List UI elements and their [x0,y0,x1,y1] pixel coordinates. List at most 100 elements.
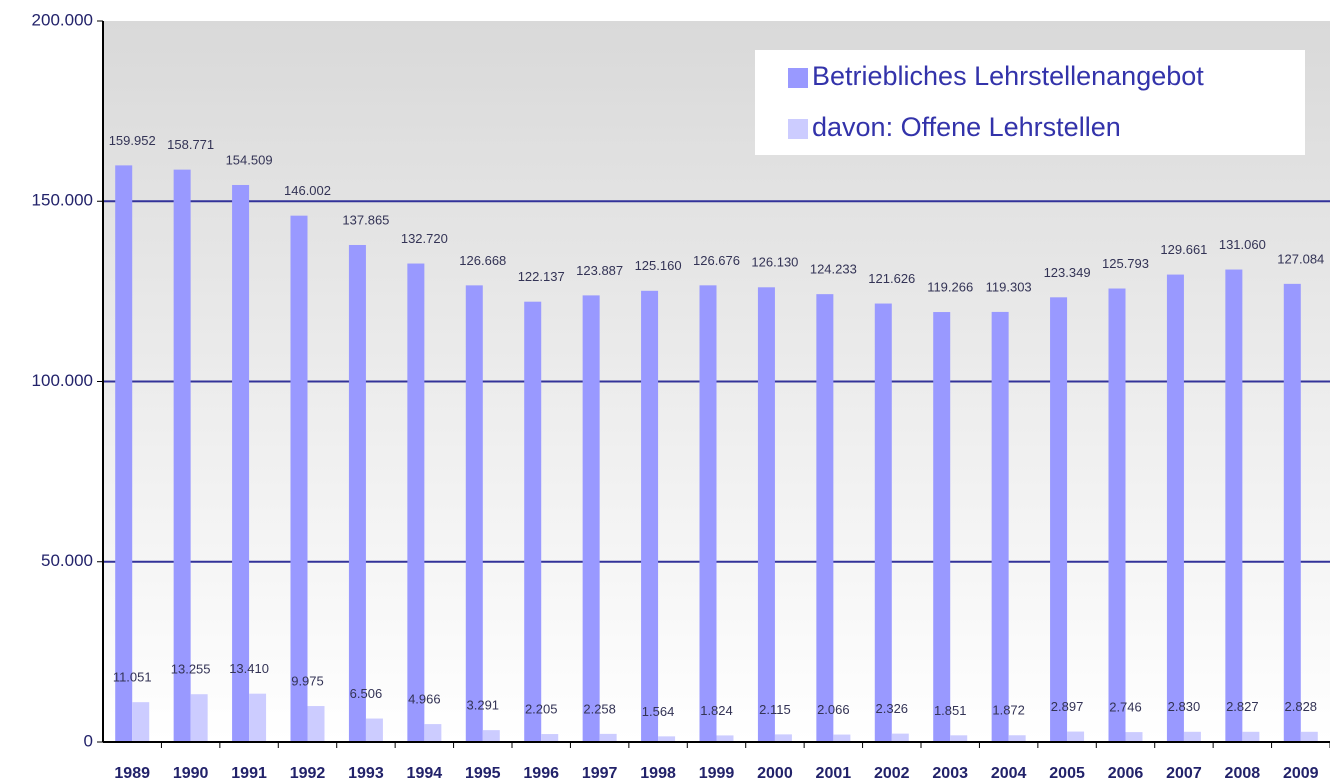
x-tick-label: 1999 [699,765,735,782]
data-label: 2.205 [525,701,558,716]
data-label: 2.115 [759,702,791,717]
x-tick-label: 1991 [231,765,267,782]
y-tick-label: 200.000 [32,10,93,29]
bar [115,165,133,742]
x-tick-label: 2005 [1049,765,1085,782]
bar [833,734,851,742]
data-label: 127.084 [1277,251,1324,266]
x-tick-label: 2009 [1283,765,1319,782]
data-label: 1.851 [934,703,967,718]
data-label: 11.051 [113,670,152,685]
x-tick-label: 1998 [640,765,676,782]
y-tick-label: 100.000 [32,371,93,390]
x-tick-label: 1989 [114,765,150,782]
legend-label: Betriebliches Lehrstellenangebot [812,61,1204,91]
bar [1283,283,1301,742]
data-label: 123.349 [1044,265,1091,280]
data-label: 123.887 [576,263,623,278]
data-label: 3.291 [467,698,500,713]
bar [190,694,208,742]
y-tick-label: 0 [84,731,93,750]
x-tick-label: 1994 [407,765,443,782]
bar [774,734,792,742]
x-tick-label: 1997 [582,765,618,782]
data-label: 126.130 [751,255,798,270]
data-label: 1.564 [642,704,675,719]
bar [482,730,500,742]
x-tick-label: 1995 [465,765,501,782]
bar [232,184,250,742]
x-tick-label: 2003 [932,765,968,782]
data-label: 121.626 [868,271,915,286]
data-label: 6.506 [350,686,383,701]
data-label: 2.066 [817,702,850,717]
x-tick-label: 2007 [1166,765,1202,782]
bar [1300,731,1318,742]
data-label: 126.676 [693,253,740,268]
bar [950,735,968,742]
bar [891,733,909,742]
data-label: 126.668 [459,253,506,268]
bar [173,169,191,742]
bar [582,295,600,742]
x-tick-label: 1996 [523,765,559,782]
bar [991,311,1009,742]
y-tick-label: 50.000 [41,551,93,570]
bar [1183,731,1201,742]
bar [524,301,542,742]
bar [1166,274,1184,742]
bar [816,294,834,742]
data-label: 2.746 [1109,700,1142,715]
data-label: 13.255 [171,662,211,677]
legend-swatch [788,119,808,139]
bar [658,736,676,742]
data-label: 132.720 [401,231,448,246]
data-label: 137.865 [342,212,389,227]
x-tick-label: 2008 [1225,765,1261,782]
legend-label: davon: Offene Lehrstellen [812,112,1121,142]
data-label: 125.793 [1102,256,1149,271]
bar [290,215,308,743]
data-label: 158.771 [167,137,214,152]
data-label: 2.827 [1226,699,1259,714]
bar [348,244,366,742]
data-label: 129.661 [1160,242,1207,257]
data-label: 131.060 [1219,237,1266,252]
bar [757,287,775,742]
data-label: 1.824 [700,703,733,718]
x-tick-label: 2001 [816,765,852,782]
legend-box [755,50,1305,155]
data-label: 2.258 [583,701,616,716]
data-label: 1.872 [992,703,1025,718]
bar [1008,735,1026,742]
data-label: 2.897 [1051,699,1084,714]
bar [407,263,425,742]
bar [641,290,659,742]
data-label: 159.952 [109,133,156,148]
data-label: 2.830 [1168,699,1201,714]
legend-swatch [788,68,808,88]
data-label: 124.233 [810,262,857,277]
x-tick-label: 2002 [874,765,910,782]
bar [132,702,150,742]
bar [1067,731,1085,742]
bar [424,724,442,742]
x-tick-label: 1992 [290,765,326,782]
data-label: 119.303 [986,279,1032,294]
bar [699,285,717,742]
bar [716,735,734,742]
bar [1050,297,1068,742]
bar [1225,269,1243,742]
data-label: 122.137 [518,269,565,284]
x-tick-label: 1993 [348,765,384,782]
data-label: 119.266 [927,279,973,294]
bar [933,312,951,742]
bar [599,733,617,742]
bar [874,303,892,742]
x-tick-label: 2006 [1108,765,1144,782]
data-label: 9.975 [291,673,324,688]
x-tick-label: 2004 [991,765,1027,782]
data-label: 2.326 [876,701,909,716]
data-label: 2.828 [1285,699,1318,714]
